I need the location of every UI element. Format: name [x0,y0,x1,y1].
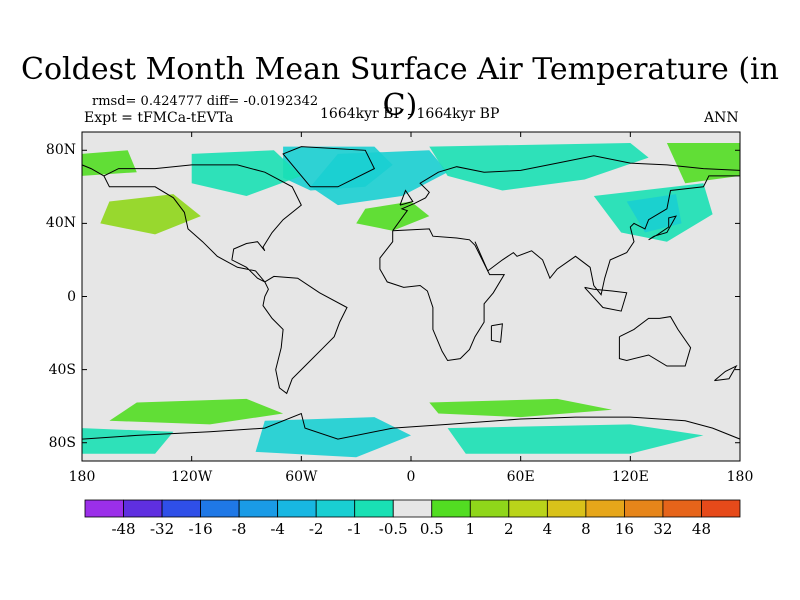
lat-tick-label: 40S [48,361,76,378]
colorbar-label: 4 [542,520,553,538]
colorbar-label: -0.5 [378,520,408,538]
colorbar-box [354,499,394,518]
colorbar-box [431,499,471,518]
colorbar-label: 2 [504,520,514,538]
colorbar-box [508,499,548,518]
colorbar-box [238,499,279,518]
colorbar-label: 0.5 [419,520,444,538]
coastline [82,164,105,177]
colorbar-label: 1 [465,520,476,538]
anomaly-region [100,194,201,235]
anomaly-region [191,150,302,196]
coastline [399,189,414,206]
colorbar-box [624,499,664,518]
colorbar-box [469,499,510,518]
colorbar-box [585,499,625,518]
lon-tick-label: 0 [406,469,416,485]
colorbar-label: -2 [308,520,324,538]
stats-label: rmsd= 0.424777 diff= -0.0192342 [92,94,319,109]
colorbar-label: -32 [149,520,175,538]
coastline [618,316,692,367]
lat-tick-label: 40N [45,215,76,232]
lat-tick-label: 0 [67,288,76,305]
colorbar-label: -8 [231,520,247,538]
colorbar-box [200,499,240,518]
lon-tick-label: 120E [611,469,649,485]
colorbar-label: 8 [581,520,591,538]
experiment-label: Expt = tFMCa-tEVTa [84,110,234,126]
map-plot-area [81,131,741,462]
colorbar-label: 32 [653,520,673,538]
colorbar-box [701,499,741,518]
coastline [282,146,376,188]
coastline [379,228,506,362]
colorbar-box [161,499,201,518]
lon-tick-label: 60W [285,469,318,485]
colorbar-label: -4 [270,520,285,538]
coastline [474,175,740,296]
colorbar-box [277,499,317,518]
anomaly-region [109,398,284,425]
lon-tick-label: 60E [506,469,535,485]
lat-tick-label: 80N [45,142,76,159]
lon-tick-label: 180 [726,469,754,485]
lon-tick-label: 120W [171,469,213,485]
coastline [82,412,740,440]
anomaly-region [82,150,137,176]
season-label: ANN [704,110,739,126]
anomaly-region [356,201,430,231]
lat-tick-label: 80S [48,434,76,451]
colorbar-box [392,499,433,518]
colorbar-label: -48 [111,520,136,538]
anomaly-region [666,143,740,184]
coastline [490,323,503,343]
colorbar-label: 48 [691,520,712,538]
coastline [392,155,740,231]
lon-tick-label: 180 [68,469,96,485]
anomaly-region [447,424,704,454]
coastline [648,215,677,241]
colorbar-box [315,499,356,518]
coastline [584,286,628,312]
colorbar-label: -1 [347,520,363,538]
colorbar-label: -16 [188,520,213,538]
colorbar-box [662,499,702,518]
colorbar-label: 16 [614,520,634,538]
coastline [262,275,348,395]
colorbar-box [546,499,587,518]
colorbar-box [123,499,163,518]
colorbar-box [84,499,124,518]
period-label: 1664kyr BP - 1664kyr BP [320,106,500,122]
anomaly-region [310,150,448,206]
coastline [103,164,302,283]
anomaly-region [429,398,613,418]
coastline [714,364,738,382]
title: Coldest Month Mean Surface Air Temperatu… [21,52,779,123]
